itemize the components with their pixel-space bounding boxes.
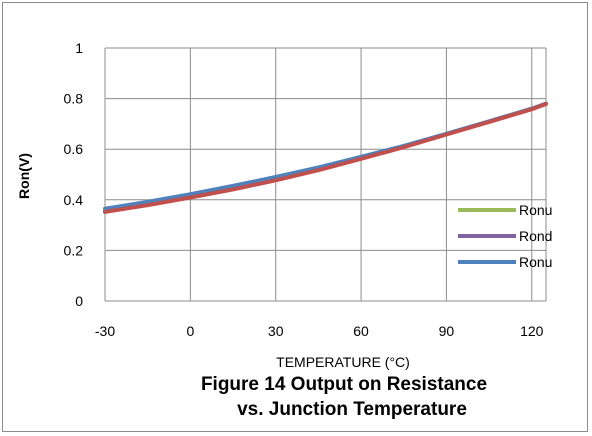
y-tick-labels: 0 0.2 0.4 0.6 0.8 1: [64, 40, 84, 309]
y-tick-label: 0.2: [64, 242, 84, 258]
series-lines: [103, 101, 548, 214]
series-line-3: [103, 101, 548, 211]
x-tick-labels: -30 0 30 60 90 120: [95, 323, 544, 339]
x-tick-label: 0: [186, 323, 194, 339]
legend-label: Rond: [519, 228, 552, 244]
chart-frame: 0 0.2 0.4 0.6 0.8 1 -30 0 30 60 90 120 Ronu Rond Ron…: [2, 2, 588, 432]
x-tick-label: 90: [439, 323, 455, 339]
legend-label: Ronu: [519, 254, 552, 270]
y-tick-label: 0.6: [64, 141, 84, 157]
y-tick-label: 0: [75, 293, 83, 309]
x-axis-title: TEMPERATURE (°C): [276, 354, 410, 370]
line-chart: 00.20.40.60.81 -30 0 30 60 90 120 RonuRondRon…: [16, 40, 552, 420]
y-tick-label: 0.8: [64, 91, 84, 107]
series-line-4: [103, 101, 548, 214]
y-tick-label: 0.4: [64, 192, 84, 208]
chart-title-line-1: Figure 14 Output on Resistance: [201, 374, 487, 395]
legend: Ronu Rond Ronu: [458, 202, 552, 270]
x-tick-label: 120: [520, 323, 544, 339]
series-line-2: [103, 101, 548, 214]
x-tick-label: -30: [95, 323, 115, 339]
y-tick-label: 1: [75, 40, 83, 56]
legend-label: Ronu: [519, 202, 552, 218]
chart-title-line-2: vs. Junction Temperature: [237, 399, 467, 420]
series-line-1: [103, 101, 548, 214]
x-tick-label: 30: [268, 323, 284, 339]
y-axis-title: Ron(V): [16, 153, 32, 199]
x-tick-label: 60: [353, 323, 369, 339]
